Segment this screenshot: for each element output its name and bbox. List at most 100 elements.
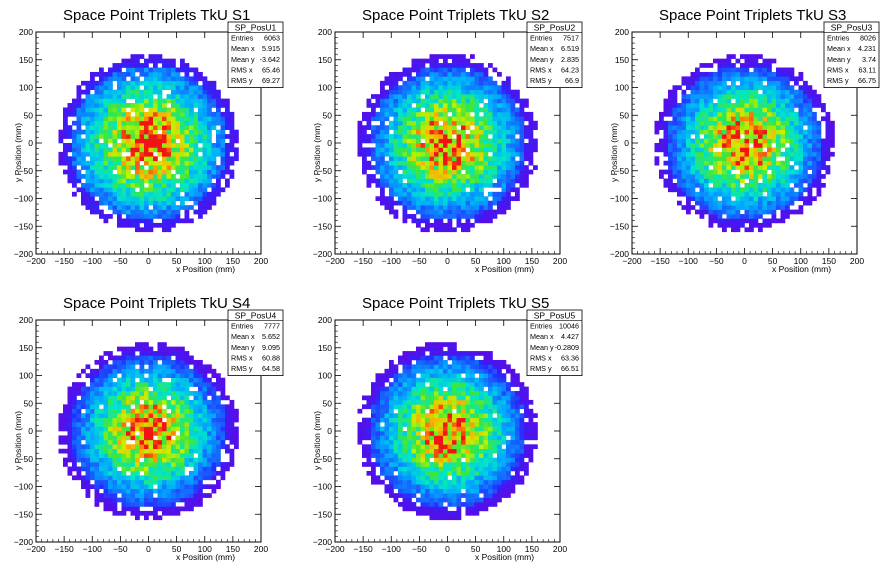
heatmap-bin — [126, 506, 131, 512]
heatmap-bin — [157, 209, 163, 215]
heatmap-bin — [148, 125, 154, 130]
heatmap-bin — [420, 160, 426, 166]
heatmap-bin — [211, 426, 217, 432]
heatmap-bin — [216, 417, 221, 423]
heatmap-bin — [135, 94, 140, 99]
heatmap-bin — [207, 103, 212, 108]
heatmap-bin — [211, 417, 217, 423]
heatmap-bin — [735, 125, 741, 130]
heatmap-bin — [103, 399, 109, 405]
heatmap-bin — [461, 138, 466, 144]
heatmap-bin — [108, 408, 113, 414]
heatmap-bin — [506, 178, 511, 184]
heatmap-bin — [375, 156, 381, 162]
heatmap-bin — [492, 125, 498, 130]
heatmap-bin — [126, 169, 131, 175]
heatmap-bin — [753, 218, 759, 224]
heatmap-bin — [130, 156, 136, 162]
heatmap-bin — [193, 125, 199, 130]
heatmap-bin — [681, 156, 687, 162]
heatmap-bin — [139, 417, 145, 423]
x-tick-label: 50 — [471, 256, 481, 266]
heatmap-bin — [135, 497, 140, 503]
heatmap-bin — [375, 165, 381, 170]
heatmap-bin — [184, 111, 190, 117]
heatmap-bin — [447, 214, 453, 219]
heatmap-bin — [753, 214, 759, 219]
heatmap-bin — [506, 111, 511, 117]
heatmap-bin — [726, 54, 732, 59]
heatmap-bin — [447, 147, 453, 153]
heatmap-bin — [452, 138, 457, 144]
heatmap-bin — [171, 386, 176, 392]
heatmap-bin — [429, 169, 435, 175]
heatmap-bin — [519, 107, 525, 113]
heatmap-bin — [148, 404, 154, 410]
heatmap-bin — [443, 209, 448, 215]
heatmap-bin — [198, 147, 203, 153]
heatmap-bin — [717, 209, 723, 215]
heatmap-bin — [420, 182, 426, 188]
heatmap-bin — [699, 174, 705, 179]
heatmap-bin — [126, 386, 131, 392]
x-tick-label: 150 — [525, 256, 539, 266]
heatmap-bin — [461, 182, 466, 188]
heatmap-bin — [501, 205, 507, 210]
heatmap-bin — [220, 103, 226, 108]
heatmap-bin — [384, 196, 390, 202]
heatmap-bin — [749, 209, 754, 215]
heatmap-bin — [695, 103, 700, 108]
heatmap-bin — [695, 89, 700, 95]
heatmap-bin — [407, 80, 412, 86]
heatmap-bin — [180, 373, 185, 379]
heatmap-bin — [216, 129, 221, 135]
heatmap-bin — [180, 382, 185, 387]
heatmap-bin — [103, 94, 109, 99]
heatmap-bin — [67, 129, 73, 135]
heatmap-bin — [794, 147, 799, 153]
heatmap-bin — [461, 143, 466, 148]
heatmap-bin — [456, 165, 462, 170]
heatmap-bin — [726, 134, 732, 139]
heatmap-bin — [524, 129, 529, 135]
heatmap-bin — [202, 187, 208, 193]
heatmap-bin — [393, 174, 399, 179]
heatmap-bin — [744, 76, 750, 82]
heatmap-bin — [117, 413, 122, 418]
heatmap-bin — [366, 103, 372, 108]
heatmap-bin — [470, 76, 475, 82]
heatmap-bin — [479, 209, 484, 215]
heatmap-bin — [193, 413, 199, 418]
heatmap-bin — [434, 209, 439, 215]
heatmap-bin — [139, 89, 145, 95]
heatmap-bin — [402, 89, 408, 95]
heatmap-bin — [90, 129, 95, 135]
heatmap-bin — [216, 165, 221, 170]
heatmap-bin — [130, 479, 136, 485]
heatmap-bin — [135, 147, 140, 153]
heatmap-bin — [162, 160, 167, 166]
heatmap-bin — [519, 174, 525, 179]
heatmap-bin — [384, 138, 390, 144]
heatmap-bin — [130, 484, 136, 490]
heatmap-bin — [207, 169, 212, 175]
heatmap-bin — [220, 169, 226, 175]
heatmap-bin — [211, 80, 217, 86]
heatmap-bin — [126, 453, 131, 458]
heatmap-bin — [758, 169, 763, 175]
heatmap-bin — [767, 125, 772, 130]
heatmap-bin — [112, 431, 118, 436]
heatmap-bin — [515, 169, 520, 175]
heatmap-bin — [135, 178, 140, 184]
heatmap-bin — [103, 143, 109, 148]
heatmap-bin — [121, 426, 127, 432]
stats-key: RMS x — [231, 65, 253, 74]
heatmap-bin — [216, 386, 221, 392]
heatmap-bin — [121, 368, 127, 374]
heatmap-bin — [144, 413, 149, 418]
heatmap-bin — [72, 453, 77, 458]
heatmap-bin — [175, 448, 181, 454]
heatmap-bin — [108, 377, 113, 383]
heatmap-bin — [157, 143, 163, 148]
heatmap-bin — [407, 98, 412, 104]
